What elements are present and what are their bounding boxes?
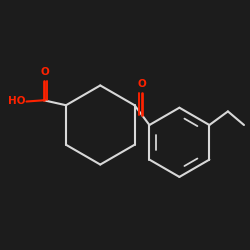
- Text: O: O: [138, 79, 146, 89]
- Text: O: O: [40, 67, 49, 77]
- Text: HO: HO: [8, 96, 25, 106]
